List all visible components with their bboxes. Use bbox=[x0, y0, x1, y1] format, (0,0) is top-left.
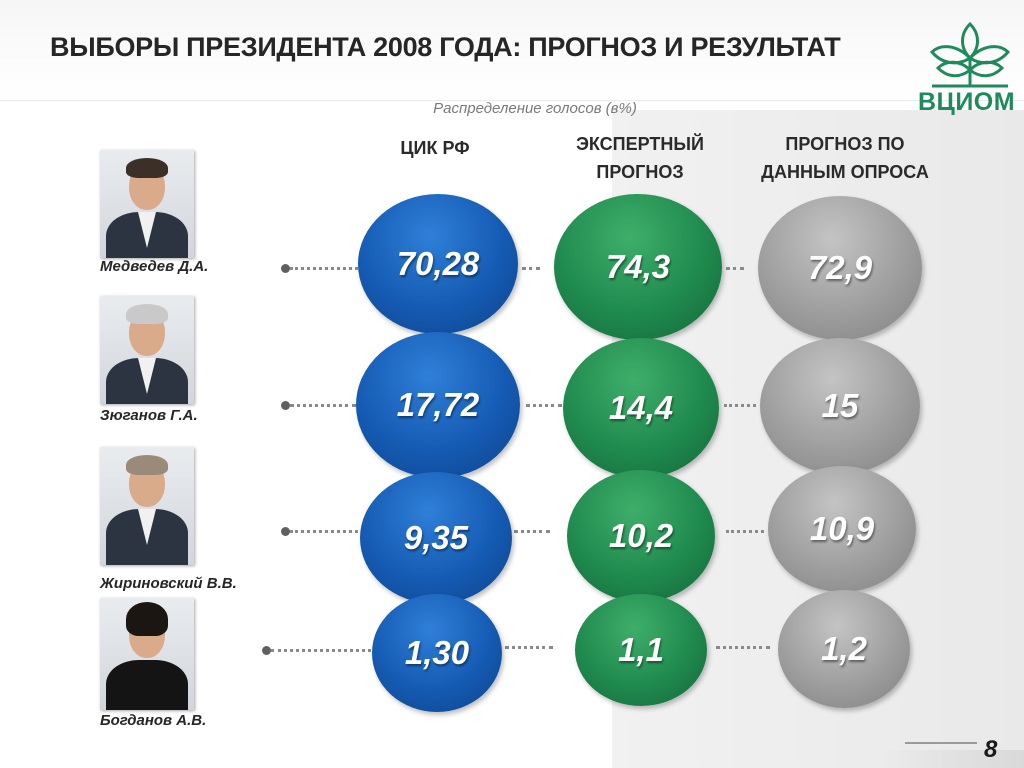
row-anchor-dot bbox=[281, 264, 290, 273]
page-number: 8 bbox=[984, 736, 998, 763]
value-bubble-survey: 72,9 bbox=[758, 196, 922, 340]
row-connector bbox=[724, 404, 756, 407]
value-bubble-survey: 15 bbox=[760, 338, 920, 474]
column-header-expert-line1: ЭКСПЕРТНЫЙ bbox=[576, 134, 704, 154]
value-bubble-expert: 1,1 bbox=[575, 594, 707, 706]
column-header-cik: ЦИК РФ bbox=[360, 134, 510, 162]
candidate-photo-medvedev bbox=[100, 150, 194, 258]
column-header-survey: ПРОГНОЗ ПО ДАННЫМ ОПРОСА bbox=[740, 130, 950, 186]
column-header-survey-line1: ПРОГНОЗ ПО bbox=[785, 134, 905, 154]
candidate-photo-bogdanov bbox=[100, 598, 194, 710]
page-title: ВЫБОРЫ ПРЕЗИДЕНТА 2008 ГОДА: ПРОГНОЗ И Р… bbox=[50, 32, 841, 62]
row-connector bbox=[726, 530, 764, 533]
value-bubble-cik: 70,28 bbox=[358, 194, 518, 334]
column-header-expert-line2: ПРОГНОЗ bbox=[596, 162, 684, 182]
vciom-logo-icon bbox=[929, 21, 1011, 88]
column-header-expert: ЭКСПЕРТНЫЙ ПРОГНОЗ bbox=[550, 130, 730, 186]
row-connector bbox=[522, 267, 540, 270]
candidate-name: Зюганов Г.А. bbox=[100, 407, 198, 424]
footer-band bbox=[880, 750, 1024, 768]
row-connector bbox=[290, 267, 358, 270]
column-header-survey-line2: ДАННЫМ ОПРОСА bbox=[761, 162, 929, 182]
chart-subtitle: Распределение голосов (в%) bbox=[433, 100, 637, 117]
row-connector bbox=[716, 646, 770, 649]
value-bubble-survey: 10,9 bbox=[768, 466, 916, 592]
header-band bbox=[0, 0, 1024, 101]
value-bubble-cik: 9,35 bbox=[360, 472, 512, 604]
row-connector bbox=[290, 404, 356, 407]
row-anchor-dot bbox=[281, 401, 290, 410]
row-connector bbox=[526, 404, 562, 407]
row-connector bbox=[726, 267, 744, 270]
candidate-photo-zyuganov bbox=[100, 296, 194, 404]
candidate-photo-zhirinovsky bbox=[100, 447, 194, 565]
row-anchor-dot bbox=[281, 527, 290, 536]
value-bubble-cik: 1,30 bbox=[372, 594, 502, 712]
value-bubble-survey: 1,2 bbox=[778, 590, 910, 708]
row-connector bbox=[505, 646, 553, 649]
value-bubble-expert: 10,2 bbox=[567, 470, 715, 602]
value-bubble-expert: 74,3 bbox=[554, 194, 722, 340]
row-connector bbox=[271, 649, 371, 652]
row-anchor-dot bbox=[262, 646, 271, 655]
logo-text: ВЦИОМ bbox=[918, 88, 1016, 116]
row-connector bbox=[514, 530, 550, 533]
candidate-name: Медведев Д.А. bbox=[100, 258, 209, 275]
candidate-name: Жириновский В.В. bbox=[100, 575, 237, 592]
column-header-cik-line1: ЦИК РФ bbox=[400, 138, 470, 158]
row-connector bbox=[290, 530, 358, 533]
candidate-name: Богданов А.В. bbox=[100, 712, 207, 729]
footer-line bbox=[905, 742, 977, 744]
value-bubble-expert: 14,4 bbox=[563, 338, 719, 478]
value-bubble-cik: 17,72 bbox=[356, 332, 520, 478]
